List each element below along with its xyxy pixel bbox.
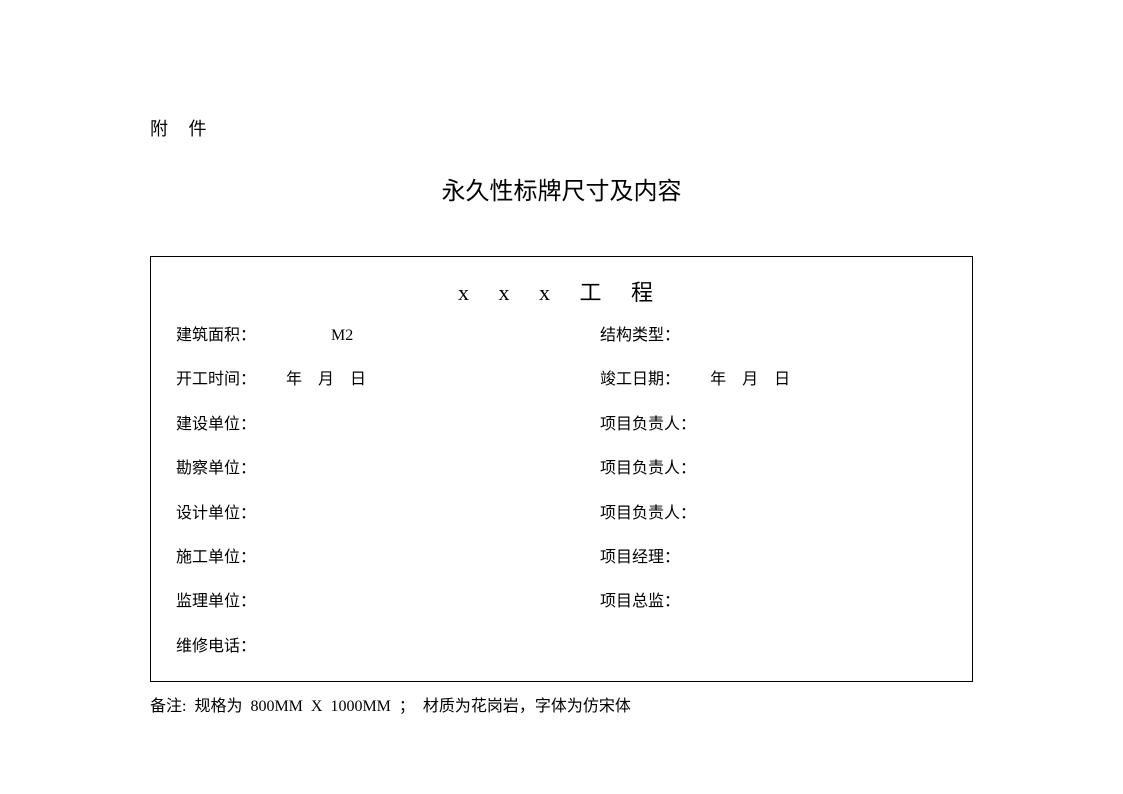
design-unit-label: 设计单位： — [176, 503, 256, 525]
field-row-survey-unit: 勘察单位： 项目负责人： — [176, 458, 947, 480]
field-row-builder-unit: 施工单位： 项目经理： — [176, 547, 947, 569]
end-date-label: 竣工日期： — [600, 369, 680, 391]
start-date-value: 年 月 日 — [286, 369, 372, 391]
project-lead-3-label: 项目负责人： — [600, 503, 696, 525]
note-text: 备注: 规格为 800MM X 1000MM ； 材质为花岗岩，字体为仿宋体 — [150, 692, 973, 716]
project-manager-label: 项目经理： — [600, 547, 680, 569]
maintenance-phone-label: 维修电话： — [176, 636, 256, 658]
plaque-container: x x x 工 程 建筑面积： M2 结构类型： 开工时间： 年 月 日 竣工日… — [150, 256, 973, 682]
field-row-maintenance-phone: 维修电话： — [176, 636, 947, 658]
page-title: 永久性标牌尺寸及内容 — [150, 171, 973, 206]
field-row-construction-unit: 建设单位： 项目负责人： — [176, 414, 947, 436]
start-date-label: 开工时间： — [176, 369, 256, 391]
plaque-project-title: x x x 工 程 — [176, 275, 947, 307]
project-lead-1-label: 项目负责人： — [600, 414, 696, 436]
field-row-area: 建筑面积： M2 结构类型： — [176, 325, 947, 347]
project-lead-2-label: 项目负责人： — [600, 458, 696, 480]
survey-unit-label: 勘察单位： — [176, 458, 256, 480]
area-value: M2 — [331, 325, 353, 347]
project-director-label: 项目总监： — [600, 591, 680, 613]
structure-type-label: 结构类型： — [600, 325, 680, 347]
construction-unit-label: 建设单位： — [176, 414, 256, 436]
field-row-design-unit: 设计单位： 项目负责人： — [176, 503, 947, 525]
end-date-value: 年 月 日 — [710, 369, 796, 391]
builder-unit-label: 施工单位： — [176, 547, 256, 569]
field-row-supervision-unit: 监理单位： 项目总监： — [176, 591, 947, 613]
attachment-label: 附 件 — [150, 115, 973, 141]
area-label: 建筑面积： — [176, 325, 256, 347]
supervision-unit-label: 监理单位： — [176, 591, 256, 613]
field-row-start-date: 开工时间： 年 月 日 竣工日期： 年 月 日 — [176, 369, 947, 391]
